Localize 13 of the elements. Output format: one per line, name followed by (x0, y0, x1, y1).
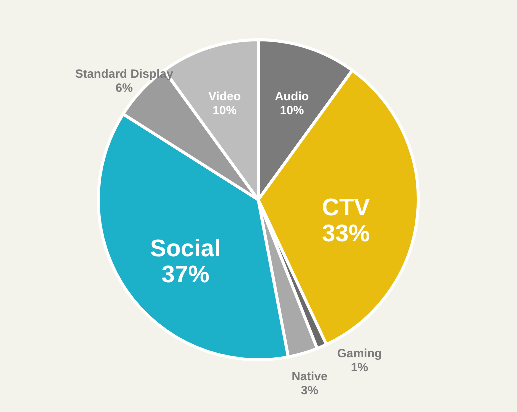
data-label: 10% (212, 104, 238, 118)
data-label: 10% (280, 104, 304, 118)
data-label: 1% (351, 360, 369, 375)
slice-label: CTV (322, 194, 370, 222)
slice-label: Video (208, 90, 242, 104)
data-label: 33% (322, 220, 370, 248)
slice-label: Gaming (337, 346, 382, 361)
slice-label: Social (150, 235, 222, 262)
slice-label: Native (292, 370, 328, 384)
data-label: 37% (162, 261, 210, 288)
slice-label: Audio (275, 90, 310, 104)
data-label: 6% (116, 81, 134, 96)
data-label: 3% (301, 384, 319, 398)
